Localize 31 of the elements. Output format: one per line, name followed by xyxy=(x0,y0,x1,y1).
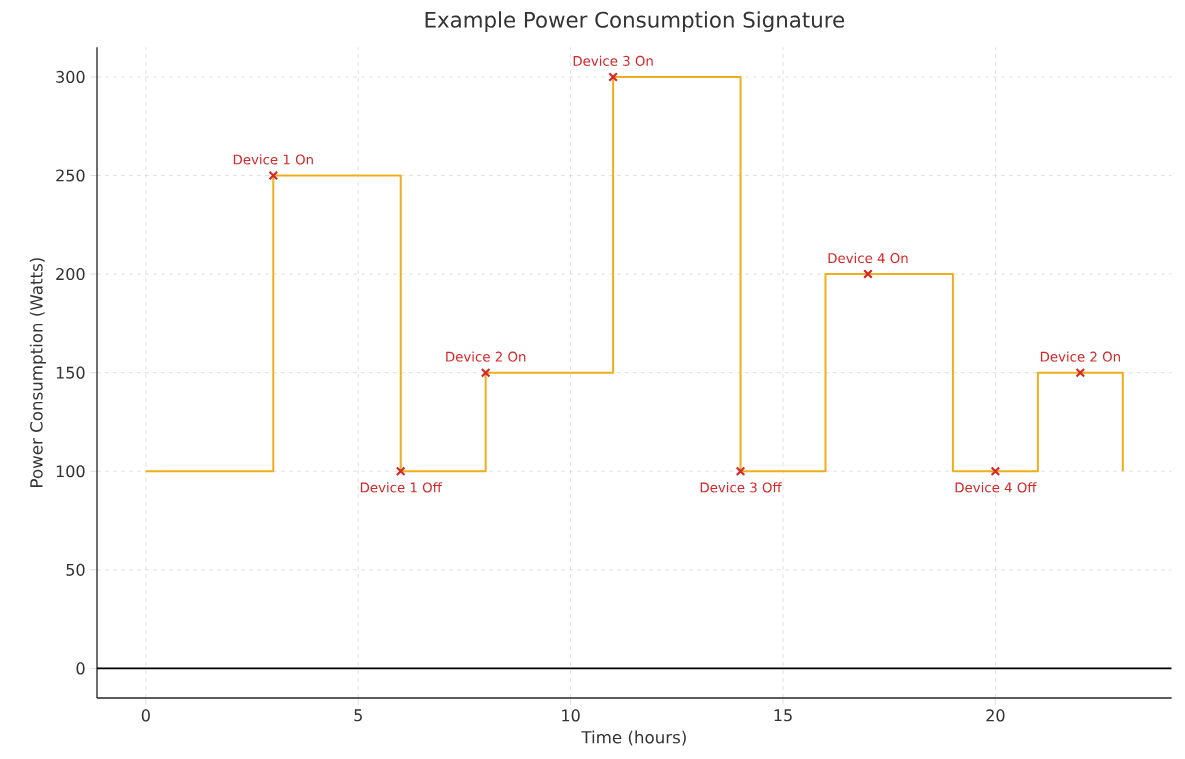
y-tick-label: 50 xyxy=(66,563,85,576)
y-tick-label: 150 xyxy=(56,366,85,379)
x-tick-label: 15 xyxy=(774,709,792,722)
chart-title: Example Power Consumption Signature xyxy=(425,11,845,32)
point xyxy=(863,269,873,279)
x-tick-label: 10 xyxy=(562,709,580,722)
annotation: Device 2 On xyxy=(1040,351,1120,362)
x-axis-title: Time (hours) xyxy=(581,730,686,746)
y-tick-label: 0 xyxy=(76,662,85,675)
annotation: Device 4 Off xyxy=(955,482,1037,493)
point xyxy=(268,170,279,181)
annotation: Device 1 Off xyxy=(360,482,443,493)
annotation: Device 2 On xyxy=(446,351,526,362)
annotation: Device 3 Off xyxy=(700,482,782,493)
x-tick-label: 0 xyxy=(141,709,150,722)
y-tick-label: 250 xyxy=(56,169,85,182)
x-tick-label: 5 xyxy=(354,709,362,722)
point xyxy=(1075,367,1086,378)
annotation: Device 4 On xyxy=(828,252,908,264)
point xyxy=(480,367,491,378)
y-axis-title: Power Consumption (Watts) xyxy=(29,258,46,487)
annotation: Device 3 On xyxy=(573,55,653,66)
x-tick-label: 20 xyxy=(986,709,1005,722)
y-tick-label: 100 xyxy=(56,465,85,478)
point xyxy=(395,466,406,477)
annotation: Device 1 On xyxy=(233,154,313,165)
y-tick-label: 300 xyxy=(56,70,85,83)
point xyxy=(608,72,618,82)
point xyxy=(735,466,746,477)
point xyxy=(990,466,1001,477)
y-tick-label: 200 xyxy=(56,268,85,281)
